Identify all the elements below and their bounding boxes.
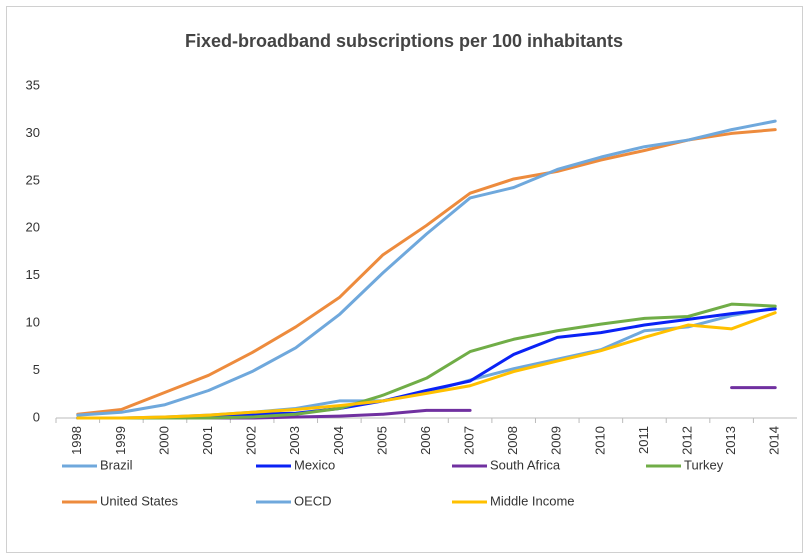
legend-label: United States [100,493,179,508]
legend-label: South Africa [490,457,561,472]
x-tick-label: 2007 [462,426,477,455]
x-tick-label: 2004 [331,426,346,455]
legend-label: OECD [294,493,332,508]
y-tick-label: 5 [33,362,40,377]
y-tick-label: 10 [26,315,40,330]
legend-label: Mexico [294,457,335,472]
legend-label: Middle Income [490,493,575,508]
x-tick-label: 2000 [156,426,171,455]
x-tick-label: 2010 [592,426,607,455]
y-tick-label: 30 [26,125,40,140]
x-tick-label: 2013 [723,426,738,455]
x-tick-label: 2005 [374,426,389,455]
series-line [76,128,777,416]
x-tick-label: 2009 [549,426,564,455]
x-tick-label: 2014 [767,426,782,455]
y-tick-label: 25 [26,172,40,187]
y-tick-label: 0 [33,409,40,424]
y-tick-label: 20 [26,220,40,235]
y-tick-label: 35 [26,77,40,92]
x-tick-label: 1998 [69,426,84,455]
series-line [76,302,777,420]
chart-border [6,6,803,553]
x-tick-label: 2002 [244,426,259,455]
series-line [76,311,777,420]
legend-label: Turkey [684,457,724,472]
x-tick-label: 2006 [418,426,433,455]
x-tick-label: 2003 [287,426,302,455]
x-tick-label: 1999 [113,426,128,455]
x-tick-label: 2008 [505,426,520,455]
x-tick-label: 2011 [636,426,651,454]
x-tick-label: 2001 [200,426,215,455]
x-tick-label: 2012 [679,426,694,455]
series-line [76,119,777,417]
legend-label: Brazil [100,457,133,472]
chart-title: Fixed-broadband subscriptions per 100 in… [185,31,623,51]
y-tick-label: 15 [26,267,40,282]
